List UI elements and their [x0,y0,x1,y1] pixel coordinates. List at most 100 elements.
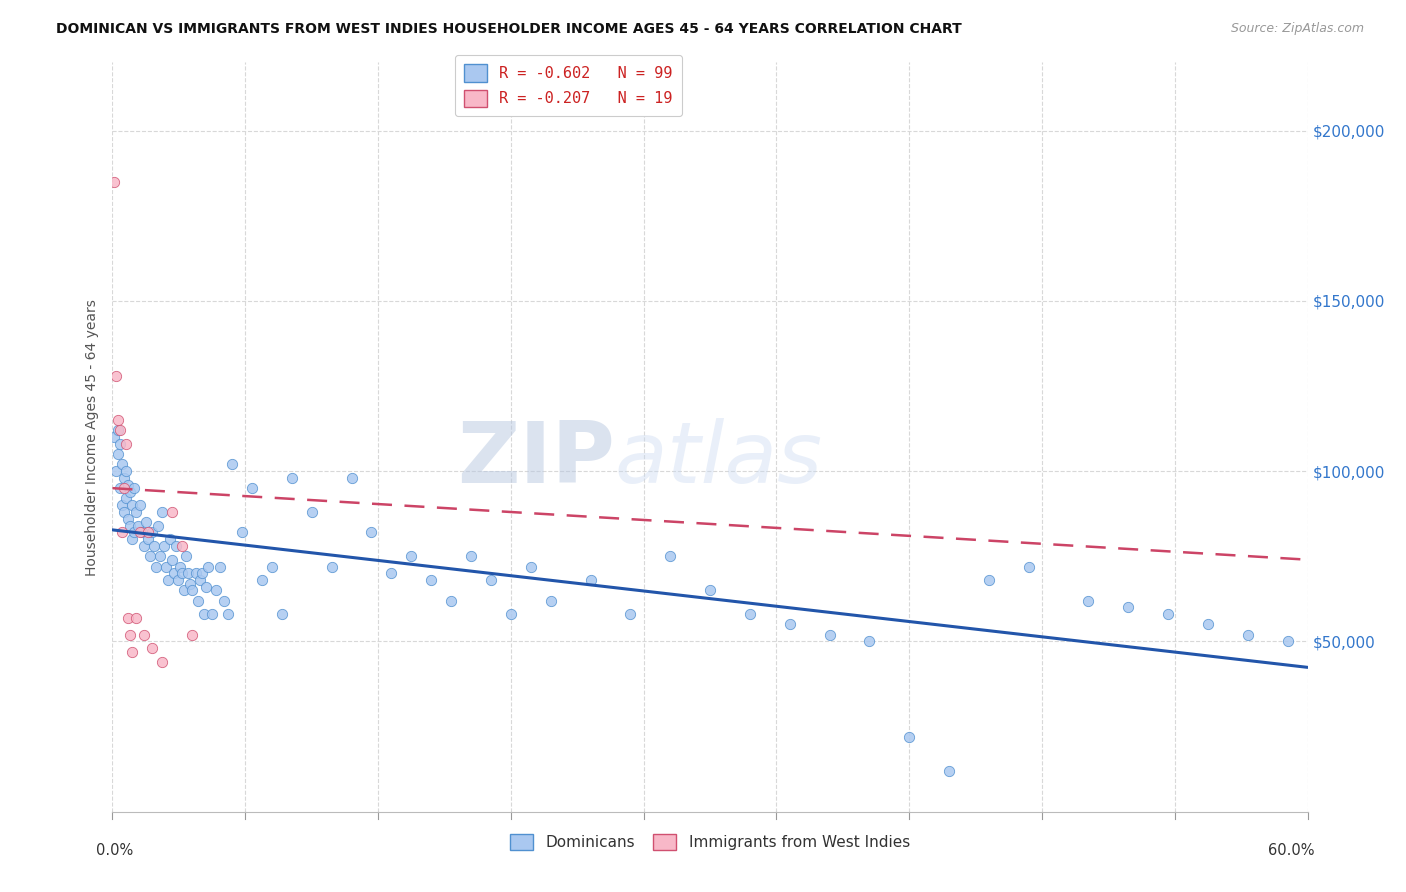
Point [117,610,139,624]
Point [172,539,194,553]
Point [111,525,134,540]
Point [145,559,167,574]
Point [167,573,190,587]
Text: DOMINICAN VS IMMIGRANTS FROM WEST INDIES HOUSEHOLDER INCOME AGES 45 - 64 YEARS C: DOMINICAN VS IMMIGRANTS FROM WEST INDIES… [56,22,962,37]
Point [117,477,139,491]
Point [209,559,232,574]
Point [111,458,134,472]
Point [212,593,235,607]
Point [779,617,801,632]
Point [281,471,304,485]
Point [197,559,219,574]
Point [115,464,138,478]
Point [135,515,157,529]
Point [124,525,146,540]
Point [134,627,156,641]
Point [129,498,152,512]
Point [380,566,402,581]
Point [117,512,139,526]
Point [179,576,201,591]
Legend: Dominicans, Immigrants from West Indies: Dominicans, Immigrants from West Indies [505,829,915,856]
Point [125,610,148,624]
Point [1277,634,1299,648]
Point [401,549,423,564]
Point [1077,593,1099,607]
Point [114,481,135,495]
Point [181,627,204,641]
Point [105,464,128,478]
Point [163,566,186,581]
Y-axis label: Householder Income Ages 45 - 64 years: Householder Income Ages 45 - 64 years [84,299,98,575]
Point [858,634,880,648]
Text: 0.0%: 0.0% [96,843,132,858]
Point [301,505,323,519]
Point [193,607,215,622]
Point [157,573,180,587]
Point [172,566,194,581]
Point [129,525,152,540]
Point [153,539,176,553]
Point [260,559,283,574]
Point [579,573,602,587]
Point [174,549,197,564]
Point [499,607,522,622]
Point [1197,617,1219,632]
Point [231,525,253,540]
Point [181,583,204,598]
Point [619,607,641,622]
Point [115,491,138,506]
Point [270,607,292,622]
Point [420,573,443,587]
Point [138,525,160,540]
Point [162,505,183,519]
Point [321,559,343,574]
Point [110,437,132,451]
Point [148,518,170,533]
Point [738,607,761,622]
Point [149,549,172,564]
Point [977,573,1000,587]
Point [134,539,156,553]
Point [169,559,191,574]
Point [111,498,134,512]
Text: 60.0%: 60.0% [1268,843,1315,858]
Point [699,583,721,598]
Point [818,627,841,641]
Point [479,573,502,587]
Point [1118,600,1140,615]
Point [131,525,153,540]
Point [177,566,200,581]
Point [155,559,177,574]
Point [120,627,142,641]
Point [188,573,211,587]
Point [120,518,142,533]
Point [121,498,143,512]
Point [1237,627,1260,641]
Point [186,566,208,581]
Point [201,607,224,622]
Point [173,583,195,598]
Point [107,413,129,427]
Point [162,552,183,566]
Point [139,549,162,564]
Point [103,175,125,189]
Point [1157,607,1180,622]
Point [460,549,482,564]
Point [110,423,132,437]
Point [150,505,173,519]
Point [141,641,163,656]
Point [115,437,138,451]
Point [938,764,960,778]
Point [250,573,273,587]
Point [205,583,228,598]
Point [217,607,239,622]
Point [141,525,163,540]
Text: Source: ZipAtlas.com: Source: ZipAtlas.com [1230,22,1364,36]
Point [159,533,181,547]
Point [1018,559,1040,574]
Point [125,505,148,519]
Point [110,481,132,495]
Point [121,645,143,659]
Point [360,525,382,540]
Point [659,549,682,564]
